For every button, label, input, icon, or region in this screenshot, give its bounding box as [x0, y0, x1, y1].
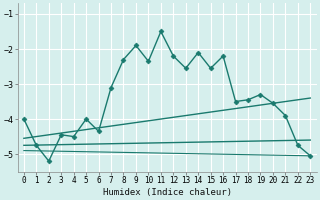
X-axis label: Humidex (Indice chaleur): Humidex (Indice chaleur) — [103, 188, 232, 197]
